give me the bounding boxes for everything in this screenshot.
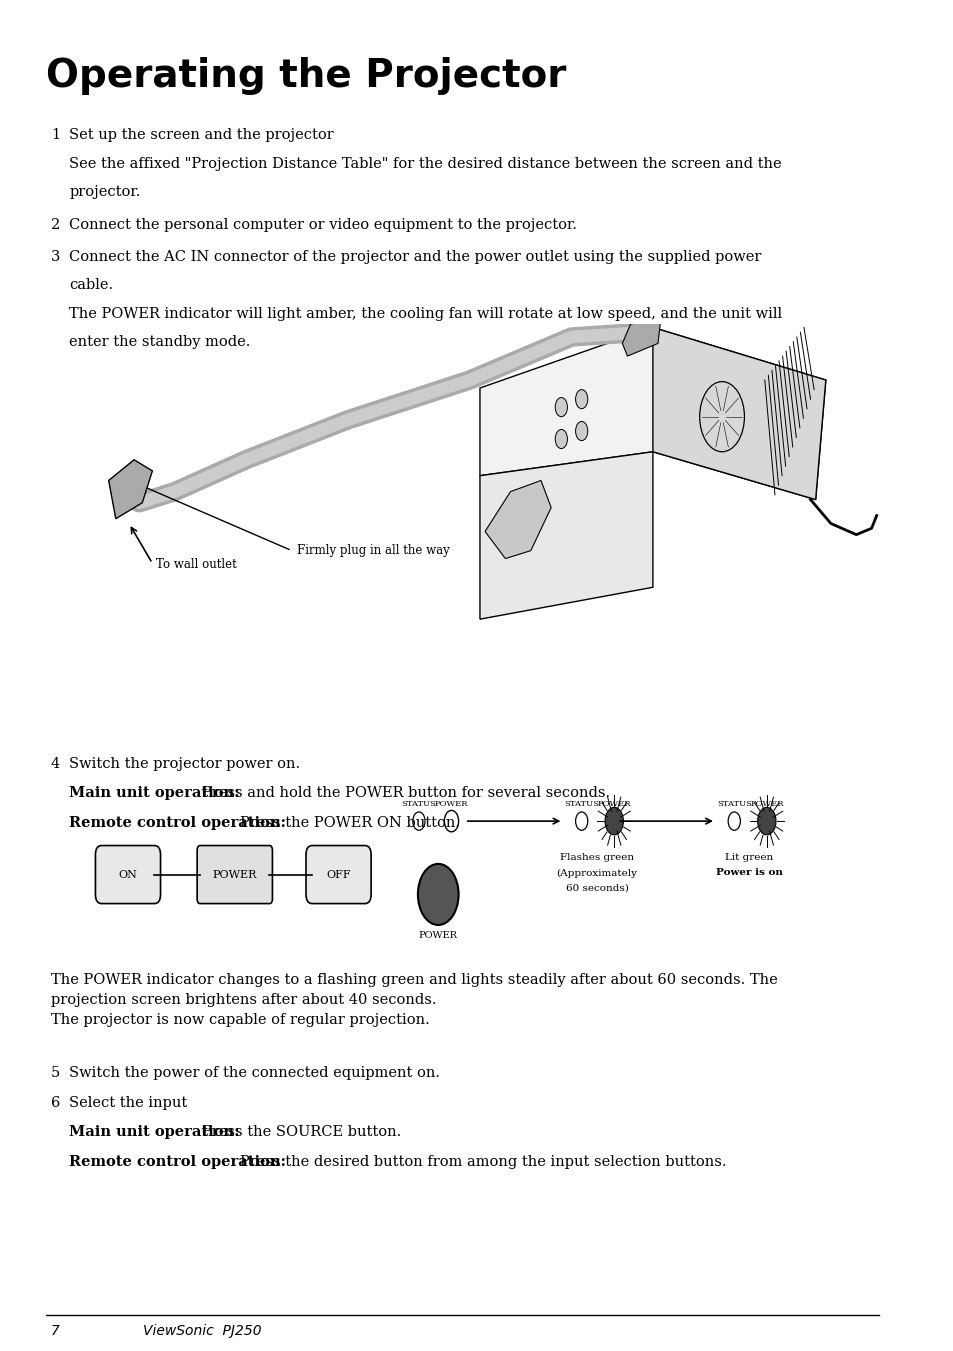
- Text: Remote control operation:: Remote control operation:: [70, 1155, 286, 1169]
- Text: ViewSonic  PJ250: ViewSonic PJ250: [143, 1324, 262, 1337]
- Text: 7: 7: [51, 1324, 60, 1337]
- Text: cable.: cable.: [70, 278, 113, 292]
- Text: enter the standby mode.: enter the standby mode.: [70, 335, 251, 349]
- Text: projector.: projector.: [70, 185, 141, 199]
- Text: 2: 2: [51, 218, 60, 231]
- Text: Main unit operation:: Main unit operation:: [70, 1125, 240, 1139]
- Text: 4: 4: [51, 757, 60, 770]
- Text: 3: 3: [51, 250, 60, 263]
- Text: Connect the AC IN connector of the projector and the power outlet using the supp: Connect the AC IN connector of the proje…: [70, 250, 760, 263]
- Text: The POWER indicator will light amber, the cooling fan will rotate at low speed, : The POWER indicator will light amber, th…: [70, 307, 781, 320]
- Text: 1: 1: [51, 128, 60, 142]
- Text: Press the desired button from among the input selection buttons.: Press the desired button from among the …: [239, 1155, 725, 1169]
- Text: Main unit operation:: Main unit operation:: [70, 786, 240, 800]
- Text: 6: 6: [51, 1096, 60, 1109]
- Text: Operating the Projector: Operating the Projector: [46, 57, 566, 95]
- Text: Remote control operation:: Remote control operation:: [70, 816, 286, 830]
- Text: Switch the projector power on.: Switch the projector power on.: [70, 757, 300, 770]
- Text: The POWER indicator changes to a flashing green and lights steadily after about : The POWER indicator changes to a flashin…: [51, 973, 777, 1027]
- Text: Select the input: Select the input: [70, 1096, 188, 1109]
- Text: Connect the personal computer or video equipment to the projector.: Connect the personal computer or video e…: [70, 218, 577, 231]
- Text: Set up the screen and the projector: Set up the screen and the projector: [70, 128, 334, 142]
- Text: Press the SOURCE button.: Press the SOURCE button.: [201, 1125, 400, 1139]
- Text: 5: 5: [51, 1066, 60, 1079]
- Text: Press the POWER ON button.: Press the POWER ON button.: [239, 816, 459, 830]
- Text: See the affixed "Projection Distance Table" for the desired distance between the: See the affixed "Projection Distance Tab…: [70, 157, 781, 170]
- Text: Switch the power of the connected equipment on.: Switch the power of the connected equipm…: [70, 1066, 440, 1079]
- Text: Press and hold the POWER button for several seconds.: Press and hold the POWER button for seve…: [201, 786, 609, 800]
